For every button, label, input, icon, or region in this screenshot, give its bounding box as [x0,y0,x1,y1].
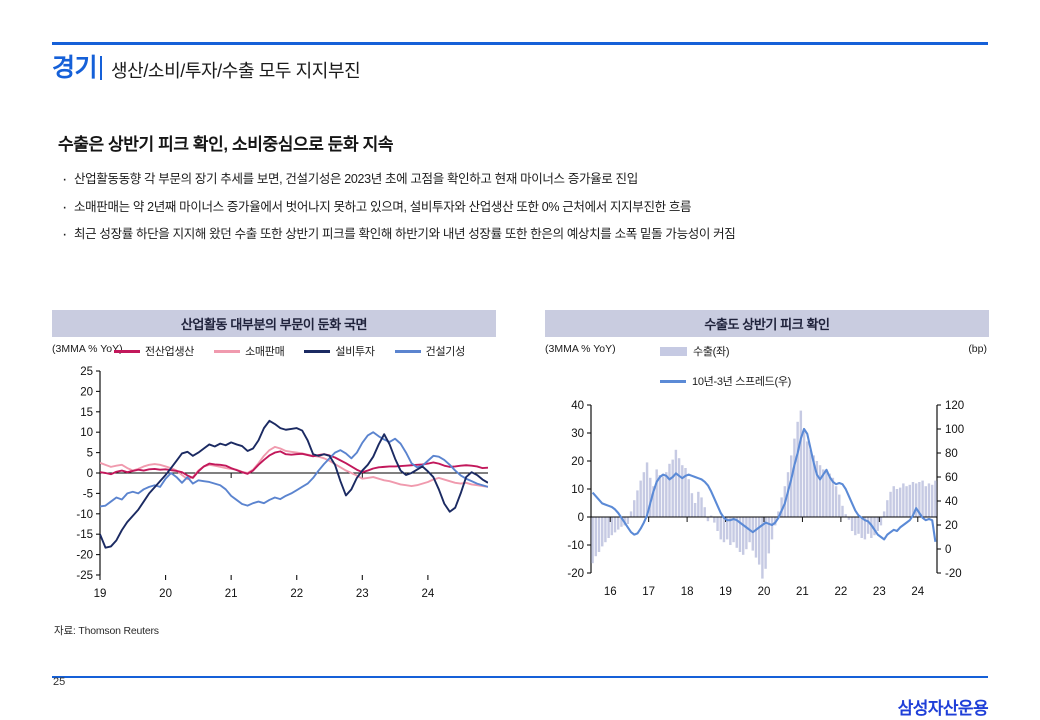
chart-units-row: (3MMA % YoY) (bp) 수출(좌) 10년-3년 스프레드(우) [545,343,989,395]
svg-text:5: 5 [87,448,93,460]
svg-text:22: 22 [290,588,303,600]
y-axis-unit-label: (3MMA % YoY) [52,343,123,355]
source-note: 자료: Thomson Reuters [54,625,159,637]
svg-text:19: 19 [94,588,107,600]
svg-text:25: 25 [80,366,93,378]
svg-text:23: 23 [873,586,886,598]
legend-item[interactable]: 수출(좌) [660,343,729,359]
svg-text:0: 0 [945,544,951,556]
svg-text:22: 22 [834,586,847,598]
brand-logo: 삼성자산운용 [897,699,989,718]
page-number: 25 [53,676,66,688]
svg-text:10: 10 [80,427,93,439]
legend-swatch-line [394,349,421,353]
chart-title: 산업활동 대부분의 부문이 둔화 국면 [52,310,496,337]
legend-label: 10년-3년 스프레드(우) [692,376,792,388]
svg-text:-25: -25 [76,570,93,582]
list-item: 소매판매는 약 2년째 마이너스 증가율에서 벗어나지 못하고 있으며, 설비투… [60,198,1000,218]
legend-swatch-line [214,349,241,353]
legend-swatch-line [114,349,140,353]
svg-text:10: 10 [571,484,584,496]
svg-text:20: 20 [571,456,584,468]
top-accent-rule [52,42,988,45]
chart-title: 수출도 상반기 피크 확인 [545,310,989,337]
svg-text:24: 24 [911,586,924,598]
svg-text:18: 18 [681,586,694,598]
svg-text:20: 20 [159,588,172,600]
header-category: 경기 [52,54,98,82]
svg-text:15: 15 [80,407,93,419]
legend-item[interactable]: 건설기성 [394,343,466,359]
bullet-list: 산업활동동향 각 부문의 장기 추세를 보면, 건설기성은 2023년 초에 고… [60,170,1000,255]
list-item: 최근 성장률 하단을 지지해 왔던 수출 또한 상반기 피크를 확인해 하반기와… [60,225,1000,245]
svg-text:19: 19 [719,586,732,598]
svg-text:-5: -5 [83,488,93,500]
svg-text:40: 40 [945,496,958,508]
svg-text:80: 80 [945,448,958,460]
legend-swatch-bar [660,346,687,356]
legend-item[interactable]: 소매판매 [214,343,285,359]
svg-text:60: 60 [945,472,958,484]
svg-text:-20: -20 [567,568,584,580]
svg-text:120: 120 [945,400,964,412]
chart-panel-industrial-activity: 산업활동 대부분의 부문이 둔화 국면 (3MMA % YoY) 전산업생산 소… [52,310,496,613]
legend-label: 소매판매 [245,346,285,358]
chart-panel-export-spread: 수출도 상반기 피크 확인 (3MMA % YoY) (bp) 수출(좌) 10… [545,310,989,611]
legend-swatch-line [660,379,686,383]
svg-text:20: 20 [945,520,958,532]
svg-text:0: 0 [578,512,584,524]
svg-text:-10: -10 [76,509,93,521]
legend-label: 설비투자 [335,346,375,358]
chart-plot-area: 25 20 15 10 5 0 -5 -10 -15 -20 -25 19 20 21 22 23 24 [52,363,496,613]
lead-statement: 수출은 상반기 피크 확인, 소비중심으로 둔화 지속 [58,135,394,154]
svg-text:21: 21 [796,586,809,598]
svg-text:-20: -20 [945,568,962,580]
legend-item[interactable]: 전산업생산 [114,343,194,359]
svg-text:0: 0 [87,468,93,480]
slide-header: 경기 생산/소비/투자/수출 모두 지지부진 [52,54,361,82]
chart-plot-area: 40 30 20 10 0 -10 -20 120 100 80 60 40 20 0 -20 16 17 18 1… [545,361,989,611]
legend-label: 전산업생산 [145,346,195,358]
svg-text:23: 23 [356,588,369,600]
bottom-accent-rule [52,676,988,678]
svg-text:-10: -10 [567,540,584,552]
svg-text:20: 20 [758,586,771,598]
svg-text:16: 16 [604,586,617,598]
svg-text:21: 21 [225,588,238,600]
svg-text:-20: -20 [76,550,93,562]
y-axis-left-unit-label: (3MMA % YoY) [545,343,616,355]
svg-text:-15: -15 [76,529,93,541]
list-item: 산업활동동향 각 부문의 장기 추세를 보면, 건설기성은 2023년 초에 고… [60,170,1000,190]
svg-text:17: 17 [642,586,655,598]
legend-swatch-line [304,349,331,353]
chart-legend: 전산업생산 소매판매 설비투자 건설기성 [114,343,465,359]
svg-text:20: 20 [80,386,93,398]
header-subtitle: 생산/소비/투자/수출 모두 지지부진 [111,61,361,81]
svg-text:40: 40 [571,400,584,412]
header-divider [100,56,103,80]
legend-label: 수출(좌) [693,346,730,358]
y-axis-right-unit-label: (bp) [968,343,987,355]
legend-label: 건설기성 [425,346,466,358]
chart-units-row: (3MMA % YoY) 전산업생산 소매판매 설비투자 건설기성 [52,343,496,361]
svg-text:100: 100 [945,424,964,436]
svg-text:30: 30 [571,428,584,440]
legend-item[interactable]: 설비투자 [304,343,375,359]
legend-item[interactable]: 10년-3년 스프레드(우) [660,373,791,389]
svg-text:24: 24 [421,588,434,600]
